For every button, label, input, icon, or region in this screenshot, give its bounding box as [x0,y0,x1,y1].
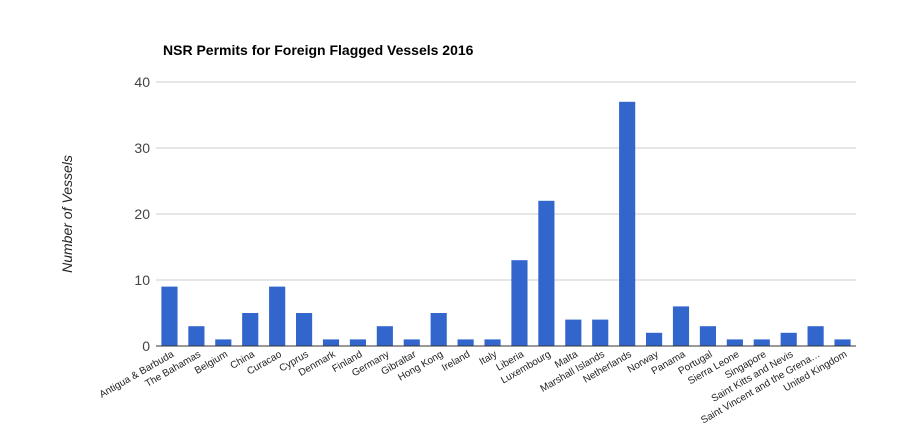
bar [646,332,663,346]
bars [161,101,851,346]
bar [215,339,232,346]
bar [699,326,716,346]
bar [161,286,178,346]
chart-title: NSR Permits for Foreign Flagged Vessels … [163,42,474,58]
y-axis-label: Number of Vessels [59,155,75,273]
gridlines [156,81,856,281]
bar [269,286,286,346]
bar [457,339,474,346]
y-tick-label: 10 [134,272,150,288]
y-axis-ticks: 0 10 20 30 40 [134,74,150,354]
bar [565,319,582,346]
y-tick-label: 40 [134,74,150,90]
bar [242,313,259,346]
bar [376,326,393,346]
y-tick-label: 30 [134,140,150,156]
bar [538,200,555,346]
bar [322,339,340,346]
y-tick-label: 20 [134,206,150,222]
bar [834,339,851,346]
bar [672,306,690,346]
bar [188,326,205,346]
bar [430,313,447,346]
x-tick-label: Ireland [440,349,472,374]
bar [403,339,420,346]
bar [726,339,743,346]
bar [807,326,824,346]
bar [484,339,501,346]
bar [296,313,313,346]
bar [753,339,770,346]
y-tick-label: 0 [142,338,150,354]
bar [780,332,797,346]
bar [592,319,609,346]
bar [511,260,528,346]
bar [619,101,636,346]
bar [349,339,366,346]
